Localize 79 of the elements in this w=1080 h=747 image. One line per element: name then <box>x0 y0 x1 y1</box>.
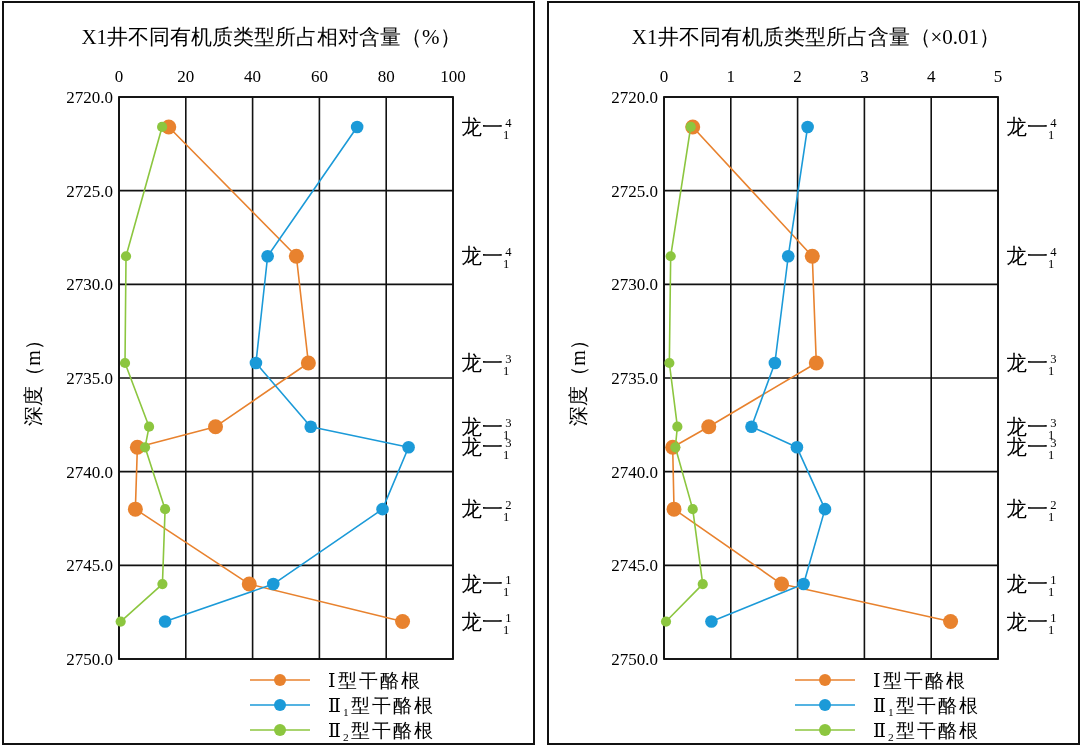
point <box>300 355 316 371</box>
point <box>120 251 132 262</box>
point <box>115 616 126 627</box>
legend-label: Ⅰ型干酪根 <box>328 670 422 691</box>
legend-label: Ⅱ$_{2}$型干酪根 <box>328 720 435 743</box>
y-tick-label: 2735.0 <box>66 369 113 388</box>
point <box>156 121 168 133</box>
point <box>127 501 143 517</box>
y-tick-label: 2750.0 <box>611 650 658 669</box>
x-tick-label: 80 <box>377 67 395 86</box>
x-tick-label: 2 <box>793 67 802 86</box>
point <box>801 120 814 134</box>
point <box>685 121 696 133</box>
y-tick-label: 2750.0 <box>66 650 113 669</box>
x-tick-label: 0 <box>659 67 669 86</box>
y-tick-label: 2730.0 <box>611 275 658 295</box>
y-tick-label: 2735.0 <box>611 369 658 388</box>
point <box>139 442 151 453</box>
y-axis-title: 深度（m） <box>22 330 44 426</box>
point <box>376 502 389 516</box>
y-tick-label: 2730.0 <box>66 275 113 295</box>
point <box>395 614 411 630</box>
point <box>797 577 810 591</box>
point <box>672 421 683 432</box>
point <box>249 356 263 370</box>
point <box>808 355 824 371</box>
point <box>350 120 364 134</box>
x-tick-label: 40 <box>244 67 262 86</box>
y-tick-label: 2725.0 <box>611 181 658 201</box>
x-tick-label: 100 <box>440 67 466 86</box>
point <box>159 504 171 515</box>
point <box>208 419 224 435</box>
legend-label: Ⅱ$_{1}$型干酪根 <box>328 695 435 718</box>
point <box>665 251 676 262</box>
legend-label: Ⅰ型干酪根 <box>873 670 967 691</box>
point <box>304 420 318 434</box>
point <box>790 441 804 454</box>
point <box>768 356 782 370</box>
point <box>701 419 717 435</box>
y-tick-label: 2740.0 <box>611 462 658 482</box>
chart-title: X1井不同有机质类型所占含量（×0.01） <box>631 25 1001 49</box>
x-tick-label: 3 <box>860 67 869 86</box>
point <box>119 357 131 369</box>
point <box>143 421 155 432</box>
legend-label: Ⅱ$_{1}$型干酪根 <box>873 695 980 718</box>
point <box>288 248 304 264</box>
y-tick-label: 2720.0 <box>66 88 113 107</box>
x-tick-label: 5 <box>993 67 1003 86</box>
point <box>781 249 795 263</box>
y-tick-label: 2745.0 <box>66 556 113 576</box>
point <box>664 357 675 369</box>
x-tick-label: 1 <box>726 67 736 86</box>
point <box>241 576 257 592</box>
point <box>666 501 682 517</box>
y-tick-label: 2740.0 <box>66 462 113 482</box>
y-tick-label: 2720.0 <box>611 88 658 107</box>
point <box>157 578 168 590</box>
y-tick-label: 2745.0 <box>611 556 658 576</box>
point <box>943 614 959 630</box>
legend-label: Ⅱ$_{2}$型干酪根 <box>873 720 980 743</box>
point <box>818 502 832 516</box>
point <box>267 577 280 591</box>
point <box>261 249 274 263</box>
point <box>774 576 790 592</box>
point <box>687 504 698 515</box>
x-tick-label: 4 <box>926 67 936 86</box>
point <box>804 248 820 264</box>
y-axis-title: 深度（m） <box>567 330 589 426</box>
x-tick-label: 0 <box>114 67 124 86</box>
y-tick-label: 2725.0 <box>66 181 113 201</box>
point <box>660 616 672 627</box>
x-tick-label: 60 <box>310 67 328 86</box>
point <box>745 420 758 434</box>
point <box>705 615 718 628</box>
point <box>158 615 172 628</box>
point <box>402 441 415 454</box>
chart-title: X1井不同有机质类型所占相对含量（%） <box>81 25 461 49</box>
x-tick-label: 20 <box>177 67 195 86</box>
point <box>697 578 708 590</box>
